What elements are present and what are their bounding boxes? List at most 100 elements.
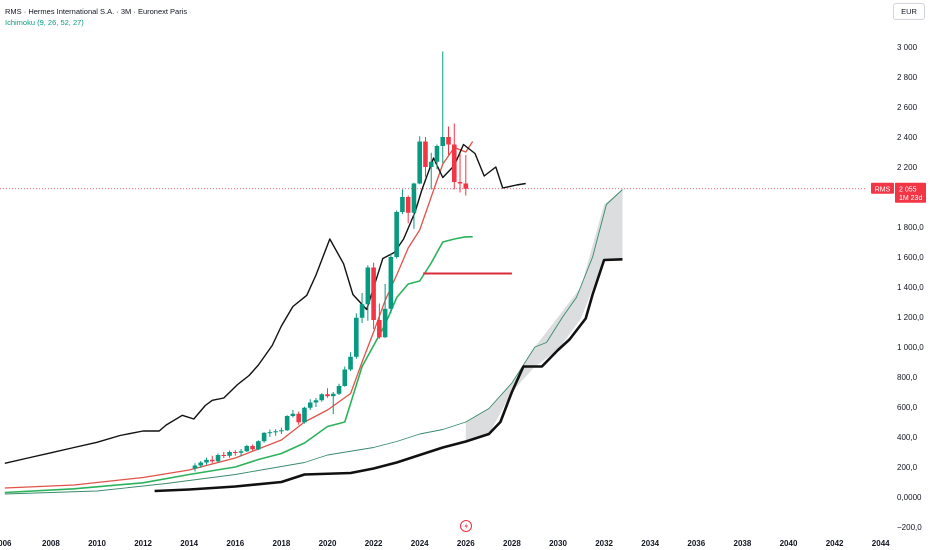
- y-tick-label: 0,0000: [897, 493, 922, 502]
- candles: [192, 51, 469, 472]
- y-tick-label: 2 200: [897, 163, 918, 172]
- candle-body: [261, 432, 267, 442]
- y-tick-label: 1 600,0: [897, 253, 924, 262]
- candle-up: [302, 406, 307, 424]
- candle-up: [359, 293, 365, 323]
- candle-body: [446, 137, 451, 145]
- lagging-span-line: [4, 143, 526, 464]
- y-tick-label: 1 800,0: [897, 223, 924, 232]
- candle-body: [204, 459, 209, 463]
- x-tick-label: 2032: [595, 539, 613, 548]
- y-tick-label: 2 400: [897, 133, 918, 142]
- candle-up: [417, 136, 422, 185]
- candle-up: [238, 449, 244, 457]
- candle-down: [446, 126, 451, 155]
- y-tick-label: 200,0: [897, 463, 918, 472]
- candle-body: [192, 465, 198, 469]
- candle-up: [400, 189, 405, 215]
- candle-up: [273, 429, 278, 436]
- candle-down: [457, 153, 463, 193]
- y-tick-label: 400,0: [897, 433, 918, 442]
- candle-body: [267, 432, 273, 434]
- candle-body: [209, 459, 215, 462]
- candle-body: [377, 320, 382, 338]
- y-tick-label: 2 600: [897, 103, 918, 112]
- candle-body: [342, 369, 348, 386]
- symbol-tag-text: RMS: [875, 186, 891, 193]
- candle-up: [336, 383, 342, 395]
- x-tick-label: 2012: [134, 539, 152, 548]
- x-tick-label: 2028: [503, 539, 521, 548]
- candle-body: [388, 257, 394, 309]
- candle-body: [307, 402, 313, 408]
- candle-up: [388, 254, 394, 314]
- x-tick-label: 2010: [88, 539, 106, 548]
- candle-body: [313, 400, 319, 403]
- x-tick-label: 2016: [226, 539, 244, 548]
- y-tick-label: 1 000,0: [897, 343, 924, 352]
- candle-down: [296, 411, 301, 425]
- y-tick-label: 800,0: [897, 373, 918, 382]
- candle-up: [319, 393, 325, 402]
- candle-down: [250, 444, 255, 451]
- candle-body: [417, 141, 422, 184]
- senkou-span-a-line: [4, 189, 623, 495]
- candle-up: [192, 463, 198, 472]
- candle-up: [279, 427, 284, 434]
- x-tick-label: 2024: [411, 539, 429, 548]
- candle-down: [423, 137, 428, 177]
- candle-body: [463, 183, 469, 189]
- x-tick-label: 2018: [273, 539, 291, 548]
- candle-up: [198, 461, 204, 468]
- x-tick-label: 2026: [457, 539, 475, 548]
- candle-up: [434, 144, 440, 170]
- chart-legend: RMS · Hermes International S.A. · 3M · E…: [5, 6, 187, 28]
- candle-body: [330, 393, 336, 397]
- candle-up: [215, 453, 221, 463]
- x-tick-label: 2034: [641, 539, 659, 548]
- ichimoku-indicator-label[interactable]: Ichimoku (9, 26, 52, 27): [5, 18, 84, 27]
- candle-up: [267, 429, 273, 437]
- candle-up: [307, 399, 313, 410]
- y-tick-label: 600,0: [897, 403, 918, 412]
- candle-up: [428, 152, 434, 190]
- x-tick-label: 2042: [826, 539, 844, 548]
- candle-up: [440, 51, 446, 164]
- candle-up: [244, 444, 250, 452]
- candle-up: [382, 284, 388, 338]
- candle-body: [359, 304, 365, 318]
- candle-down: [221, 452, 227, 458]
- candle-body: [428, 161, 434, 167]
- candle-down: [371, 262, 376, 329]
- cloud-fill: [465, 189, 623, 442]
- tradingview-logo-icon: [459, 519, 473, 533]
- candle-up: [342, 366, 348, 387]
- candle-body: [215, 455, 221, 462]
- x-tick-label: 2044: [872, 539, 890, 548]
- candle-body: [434, 146, 440, 162]
- y-tick-label: −200,0: [897, 523, 922, 532]
- grid: [0, 0, 866, 530]
- candle-body: [457, 182, 463, 184]
- candle-body: [394, 212, 399, 257]
- candle-up: [411, 182, 417, 229]
- overlays: [0, 188, 866, 275]
- candle-body: [400, 197, 405, 212]
- candle-body: [221, 455, 227, 456]
- candle-up: [290, 410, 296, 418]
- currency-button[interactable]: EUR: [893, 3, 925, 20]
- x-tick-label: 006: [0, 539, 12, 548]
- candle-body: [279, 430, 284, 432]
- candle-body: [250, 446, 255, 450]
- y-tick-label: 3 000: [897, 43, 918, 52]
- candle-down: [377, 303, 382, 339]
- y-tick-label: 1 400,0: [897, 283, 924, 292]
- symbol-title[interactable]: RMS · Hermes International S.A. · 3M · E…: [5, 7, 188, 16]
- x-tick-label: 2030: [549, 539, 567, 548]
- symbol-tag-box: [871, 182, 894, 194]
- candle-up: [394, 210, 399, 259]
- candle-up: [354, 313, 359, 359]
- candle-body: [296, 413, 301, 423]
